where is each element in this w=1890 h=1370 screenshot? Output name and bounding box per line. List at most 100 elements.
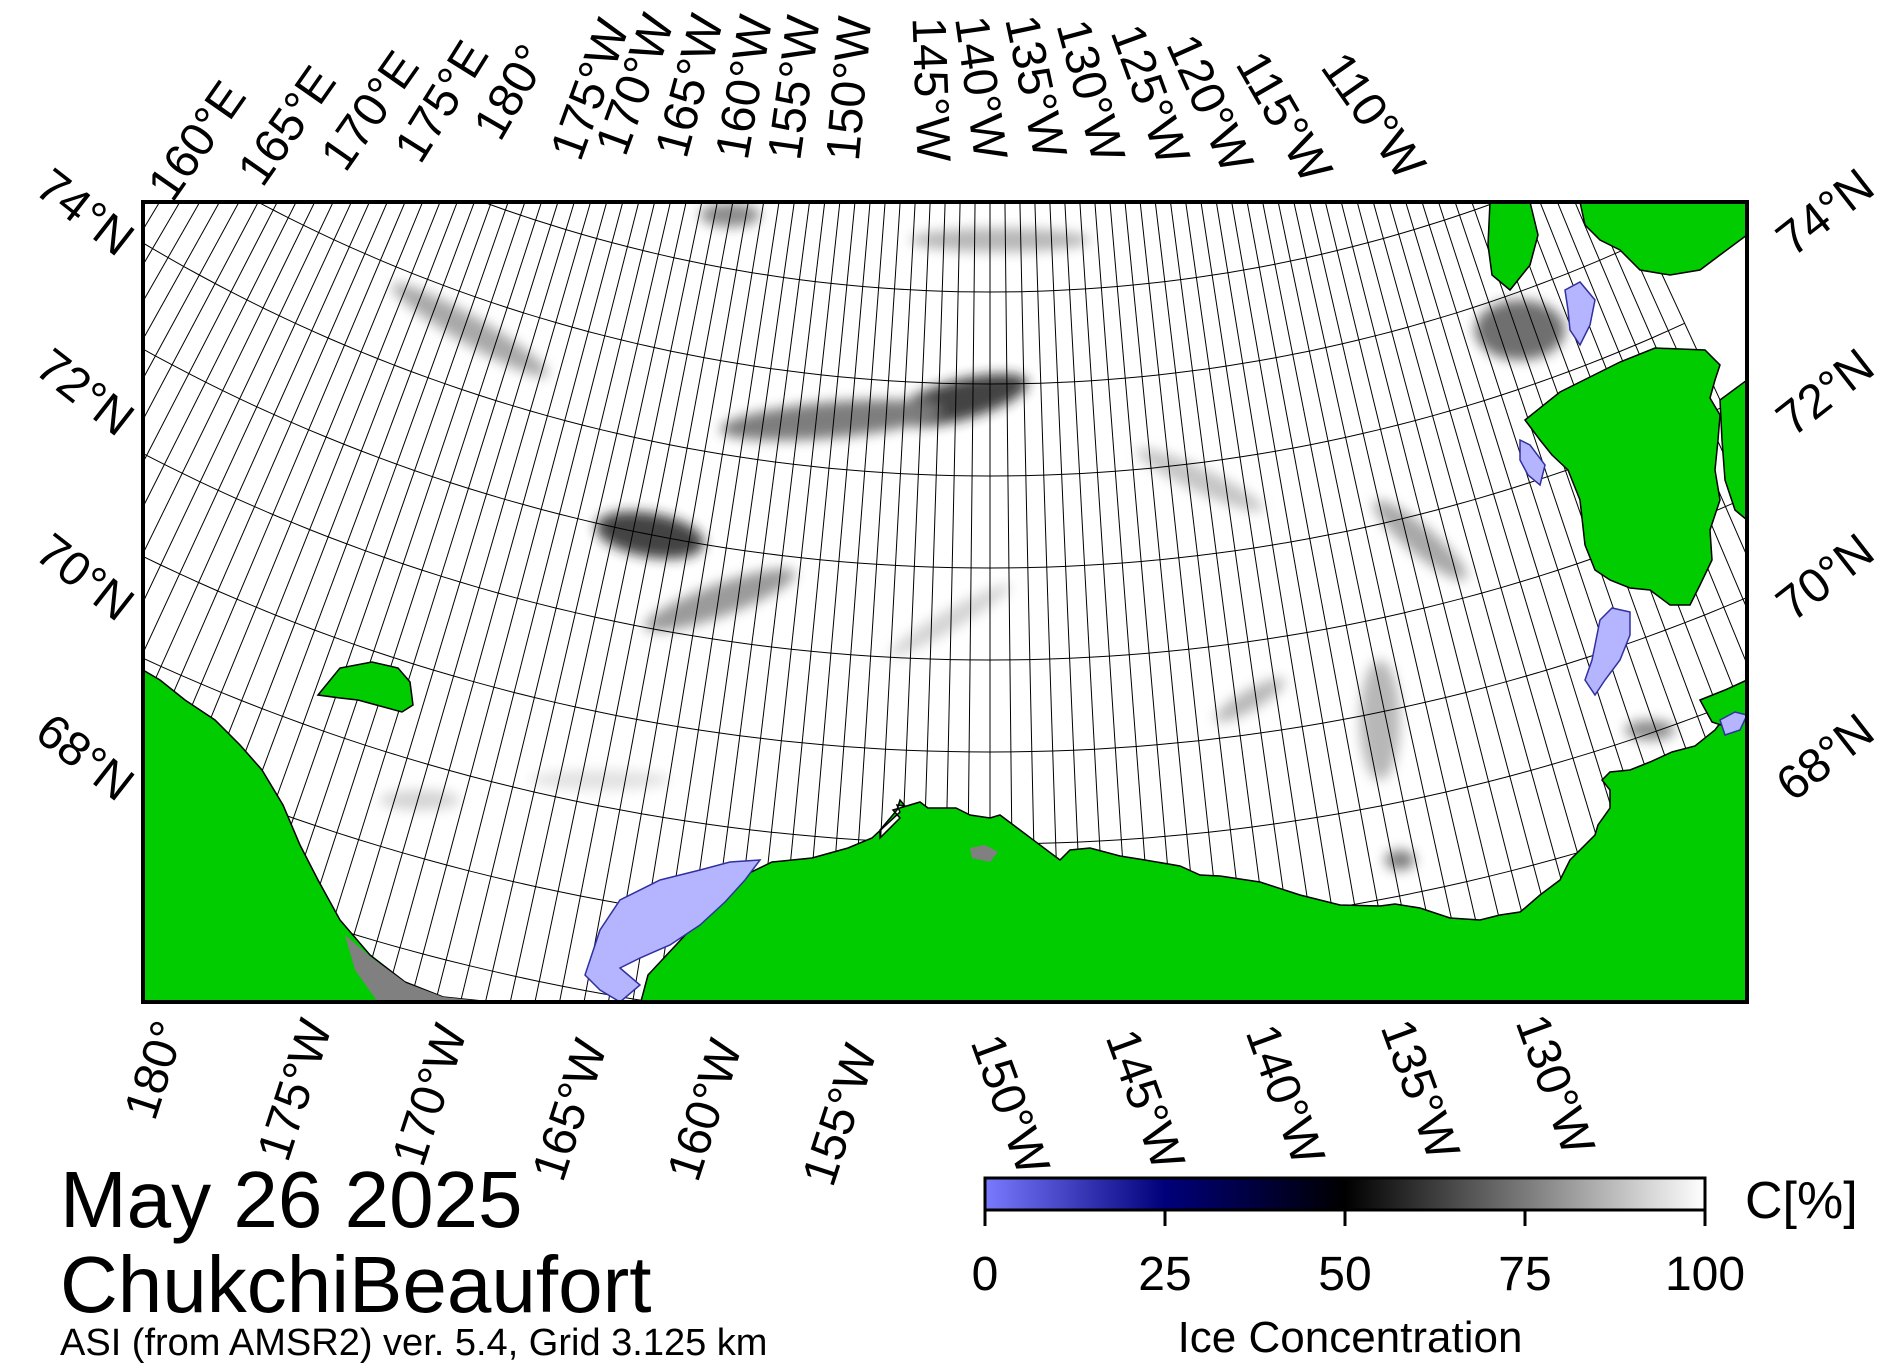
meridian-line (143, 202, 334, 604)
bottom-lon-label: 180° (115, 1015, 196, 1126)
meridian-line (583, 202, 734, 1002)
left-lat-labels: 74°N 72°N 70°N 68°N (26, 159, 143, 812)
low-ice-banks-west (1564, 281, 1596, 347)
colorbar-label: Ice Concentration (1178, 1313, 1523, 1362)
meridian-line (484, 202, 671, 1002)
right-lat-label: 72°N (1767, 339, 1884, 447)
land-alaska (640, 688, 1747, 1002)
land-banks-island (1523, 347, 1721, 606)
region-title: ChukchiBeaufort (60, 1240, 652, 1329)
meridian-line (752, 202, 841, 1002)
meridian-line (680, 202, 795, 1002)
parallel-line (267, 0, 1492, 16)
date-title: May 26 2025 (60, 1155, 523, 1244)
meridian-line (942, 202, 961, 1002)
meridian-line (656, 202, 780, 1002)
meridian-line (1215, 202, 1348, 1002)
meridian-line (847, 202, 901, 1002)
colorbar-ticks: 0 25 50 75 100 (972, 1210, 1745, 1301)
meridian-line (143, 202, 406, 823)
meridian-line (1356, 202, 1571, 1002)
missing-data-strip (345, 935, 492, 1002)
meridian-line (1034, 202, 1062, 1002)
meridian-line (143, 202, 297, 509)
meridian-line (1049, 202, 1086, 1002)
meridian-line (1079, 202, 1133, 1002)
meridian-line (894, 202, 931, 1002)
left-lat-label: 68°N (26, 704, 143, 812)
meridian-line (1064, 202, 1109, 1002)
meridian-line (143, 202, 424, 885)
land-melville-island (1579, 202, 1747, 276)
meridian-line (823, 202, 886, 1002)
land-victoria-island (1719, 379, 1747, 521)
missing-data (970, 845, 998, 862)
meridian-line (1185, 202, 1300, 1002)
left-lat-label: 74°N (26, 159, 143, 267)
right-lat-label: 68°N (1767, 704, 1884, 812)
meridian-line (459, 202, 656, 1002)
colorbar-tick-label: 75 (1498, 1248, 1551, 1301)
top-lon-label: 150°W (817, 14, 882, 163)
meridian-line (1139, 202, 1228, 1002)
meridian-line (434, 202, 640, 1002)
meridian-line (871, 202, 916, 1002)
meridian-line (1231, 202, 1373, 1002)
meridian-line (1019, 202, 1038, 1002)
meridian-line (384, 202, 608, 1002)
bottom-lon-label: 150°W (960, 1028, 1059, 1183)
bottom-lon-label: 165°W (523, 1033, 618, 1188)
colorbar-gradient (983, 1176, 1707, 1212)
meridian-line (509, 202, 687, 1002)
meridian-line (143, 202, 371, 708)
land-prince-patrick-island (1487, 202, 1539, 292)
meridian-line (1592, 202, 1747, 558)
bottom-lon-label: 130°W (1505, 1008, 1604, 1163)
meridian-line (1293, 202, 1471, 1002)
meridian-line (1309, 202, 1496, 1002)
meridian-line (728, 202, 826, 1002)
map-frame (141, 200, 1749, 1004)
meridian-line (632, 202, 765, 1002)
meridian-line (1109, 202, 1180, 1002)
meridian-line (143, 202, 316, 555)
bottom-lon-label: 145°W (1095, 1023, 1194, 1178)
meridian-line (1169, 202, 1276, 1002)
meridian-line (143, 202, 352, 655)
meridian-line (1277, 202, 1446, 1002)
meridian-line (409, 202, 624, 1002)
colorbar-tick-label: 0 (972, 1248, 999, 1301)
colorbar-tick-label: 25 (1138, 1248, 1191, 1301)
colorbar: 0 25 50 75 100 C[%] Ice Concentration (972, 1172, 1858, 1362)
meridian-line (1200, 202, 1324, 1002)
right-lat-labels: 74°N 72°N 70°N 68°N (1767, 159, 1884, 812)
left-lat-label: 72°N (26, 339, 143, 447)
top-lon-label: 160°E (138, 72, 257, 210)
meridian-line (143, 202, 388, 764)
land-wrangel-island (316, 661, 414, 713)
left-lat-label: 70°N (26, 524, 143, 632)
right-lat-label: 70°N (1767, 524, 1884, 632)
meridian-line (800, 202, 871, 1002)
meridian-line (143, 202, 278, 464)
source-note: ASI (from AMSR2) ver. 5.4, Grid 3.125 km (60, 1322, 768, 1364)
bottom-lon-label: 155°W (793, 1038, 888, 1193)
low-ice-banks-sw (1519, 438, 1546, 487)
meridian-line (965, 202, 976, 1002)
meridian-line (776, 202, 856, 1002)
meridian-line (1246, 202, 1397, 1002)
meridian-line (1094, 202, 1157, 1002)
right-lat-label: 74°N (1767, 159, 1884, 267)
meridian-line (607, 202, 749, 1002)
top-lon-label: 145°W (901, 16, 959, 163)
bottom-lon-label: 140°W (1235, 1018, 1334, 1173)
meridian-line (1340, 202, 1546, 1002)
bottom-lon-label: 170°W (383, 1018, 478, 1173)
top-lon-labels: 160°E165°E170°E175°E180°175°W170°W165°W1… (138, 7, 1435, 210)
meridian-line (1154, 202, 1252, 1002)
bottom-lon-label: 160°W (658, 1033, 753, 1188)
bottom-lon-label: 135°W (1370, 1013, 1469, 1168)
low-ice-amundsen (1719, 711, 1747, 736)
low-ice-mackenzie (1584, 607, 1631, 697)
